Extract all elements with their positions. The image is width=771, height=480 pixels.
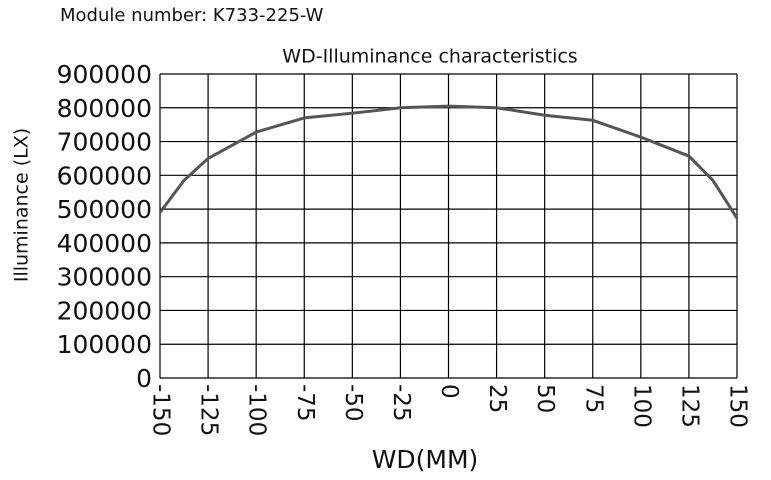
x-tick-label: 50 xyxy=(532,384,558,413)
x-tick-label: 0 xyxy=(436,384,462,399)
y-tick-label: 0 xyxy=(136,364,152,393)
x-tick-label: 75 xyxy=(580,384,606,413)
y-tick-label: 500000 xyxy=(57,195,152,224)
y-tick-label: 800000 xyxy=(57,94,152,123)
x-tick-label: -25 xyxy=(388,384,414,422)
y-tick-label: 300000 xyxy=(57,263,152,292)
y-tick-label: 900000 xyxy=(57,60,152,89)
y-tick-label: 700000 xyxy=(57,128,152,157)
chart-title: WD-Illuminance characteristics xyxy=(282,46,577,68)
x-tick-label: 25 xyxy=(484,384,510,413)
y-tick-label: 600000 xyxy=(57,161,152,190)
x-axis-label: WD(MM) xyxy=(372,445,479,474)
y-axis-label: Illuminance (LX) xyxy=(11,128,33,282)
x-tick-label: -150 xyxy=(148,384,174,436)
x-tick-label: -125 xyxy=(196,384,222,436)
y-tick-label: 100000 xyxy=(57,330,152,359)
y-tick-label: 400000 xyxy=(57,229,152,258)
x-tick-label: 100 xyxy=(628,384,654,428)
y-tick-label: 200000 xyxy=(57,296,152,325)
data-line xyxy=(158,104,739,220)
x-tick-label: 125 xyxy=(676,384,702,428)
x-tick-label: -50 xyxy=(340,384,366,422)
module-number: Module number: K733-225-W xyxy=(60,5,324,26)
x-tick-label: 150 xyxy=(725,384,751,428)
x-tick-label: -75 xyxy=(292,384,318,422)
x-tick-label: -100 xyxy=(244,384,270,436)
